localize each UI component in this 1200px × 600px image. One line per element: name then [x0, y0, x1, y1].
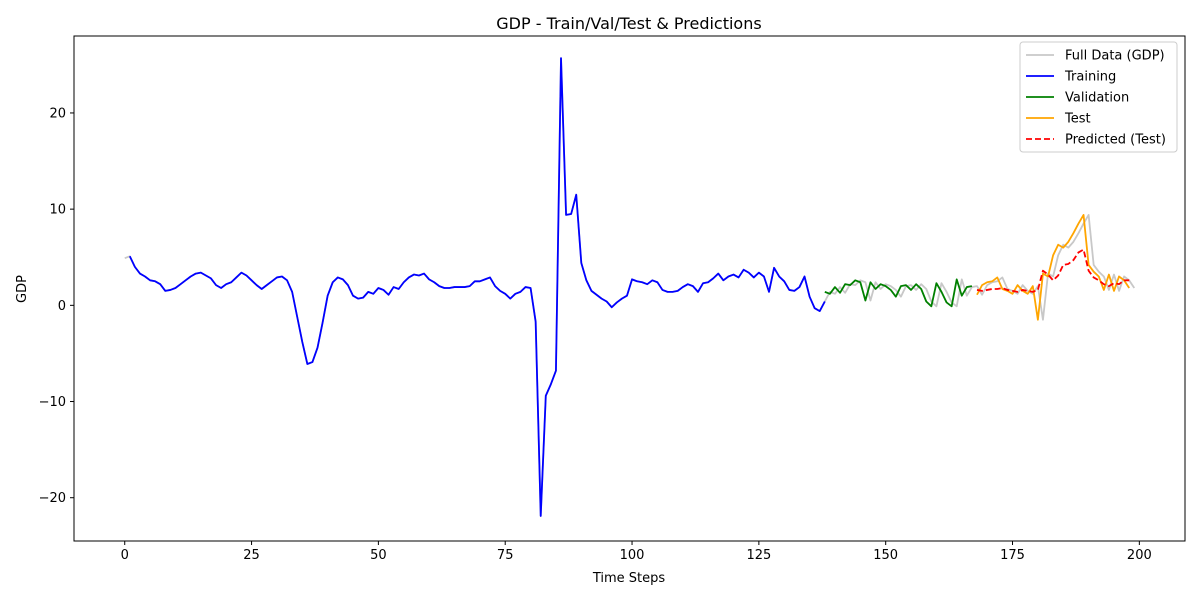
x-tick-label: 75	[497, 548, 514, 563]
y-tick-label: −10	[39, 395, 66, 410]
series-line-predicted-test	[976, 248, 1130, 293]
legend-label: Test	[1064, 112, 1091, 127]
legend: Full Data (GDP) Training Validation Test Pre…	[1019, 41, 1178, 153]
series-lines	[124, 57, 1136, 517]
y-axis-title: GDP	[15, 275, 30, 303]
series-line-test	[976, 214, 1130, 321]
legend-label: Full Data (GDP)	[1065, 49, 1165, 64]
axes-frame	[73, 35, 1186, 542]
legend-label: Predicted (Test)	[1065, 133, 1166, 148]
x-tick-label: 150	[873, 548, 898, 563]
x-tick-label: 175	[1000, 548, 1025, 563]
x-tick-label: 125	[746, 548, 771, 563]
legend-box	[1019, 41, 1178, 153]
y-axis-ticks: −20 −10 0 10 20	[39, 106, 74, 506]
legend-label: Training	[1064, 70, 1116, 85]
x-tick-label: 0	[121, 548, 129, 563]
x-axis-title: Time Steps	[592, 571, 666, 586]
x-tick-label: 100	[620, 548, 645, 563]
x-tick-label: 50	[370, 548, 387, 563]
y-tick-label: 20	[49, 106, 66, 121]
series-line-validation	[824, 278, 973, 308]
chart-title: GDP - Train/Val/Test & Predictions	[496, 14, 761, 33]
y-tick-label: −20	[39, 491, 66, 506]
legend-label: Validation	[1065, 91, 1129, 106]
series-line-training	[128, 57, 826, 517]
x-tick-label: 200	[1127, 548, 1152, 563]
legend-items: Full Data (GDP) Training Validation Test Pre…	[1026, 49, 1166, 148]
x-tick-label: 25	[243, 548, 260, 563]
y-tick-label: 10	[49, 203, 66, 218]
y-tick-label: 0	[58, 299, 66, 314]
x-axis-ticks: 0 25 50 75 100 125 150 175 200	[121, 541, 1152, 563]
